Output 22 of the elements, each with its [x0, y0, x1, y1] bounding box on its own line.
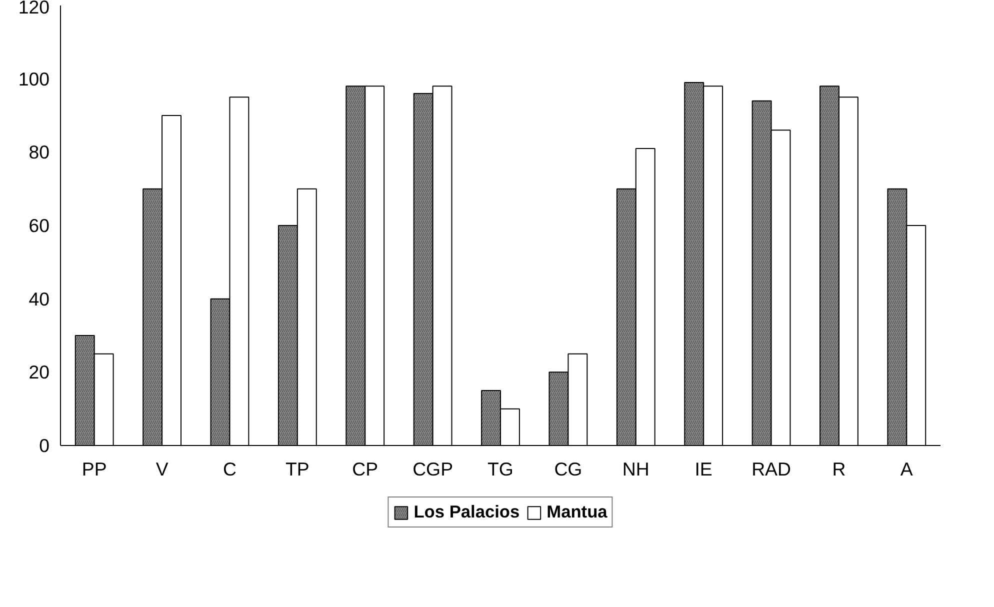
y-tick-label: 120 [18, 0, 50, 18]
x-tick-label: CG [554, 458, 582, 480]
x-tick-label: NH [622, 458, 650, 480]
y-tick-label: 80 [28, 142, 50, 163]
x-tick-label: C [222, 458, 236, 480]
y-tick-label: 60 [28, 215, 50, 236]
x-tick-label: TG [488, 458, 514, 480]
legend-label: Los Palacios [414, 502, 520, 522]
y-tick-label: 20 [28, 362, 50, 383]
y-tick-label: 40 [28, 288, 50, 310]
legend-label: Mantua [546, 502, 608, 522]
x-tick-label: R [832, 458, 846, 480]
x-tick-label: IE [694, 458, 712, 480]
x-tick-label: CGP [412, 458, 454, 480]
x-tick-label: TP [286, 458, 310, 480]
x-tick-label: A [900, 458, 914, 480]
y-tick-label: 0 [39, 435, 50, 456]
x-tick-label: RAD [752, 458, 791, 480]
x-tick-label: CP [352, 458, 378, 480]
y-tick-label: 100 [18, 68, 50, 90]
x-tick-label: PP [82, 458, 107, 480]
x-tick-label: V [156, 458, 169, 480]
